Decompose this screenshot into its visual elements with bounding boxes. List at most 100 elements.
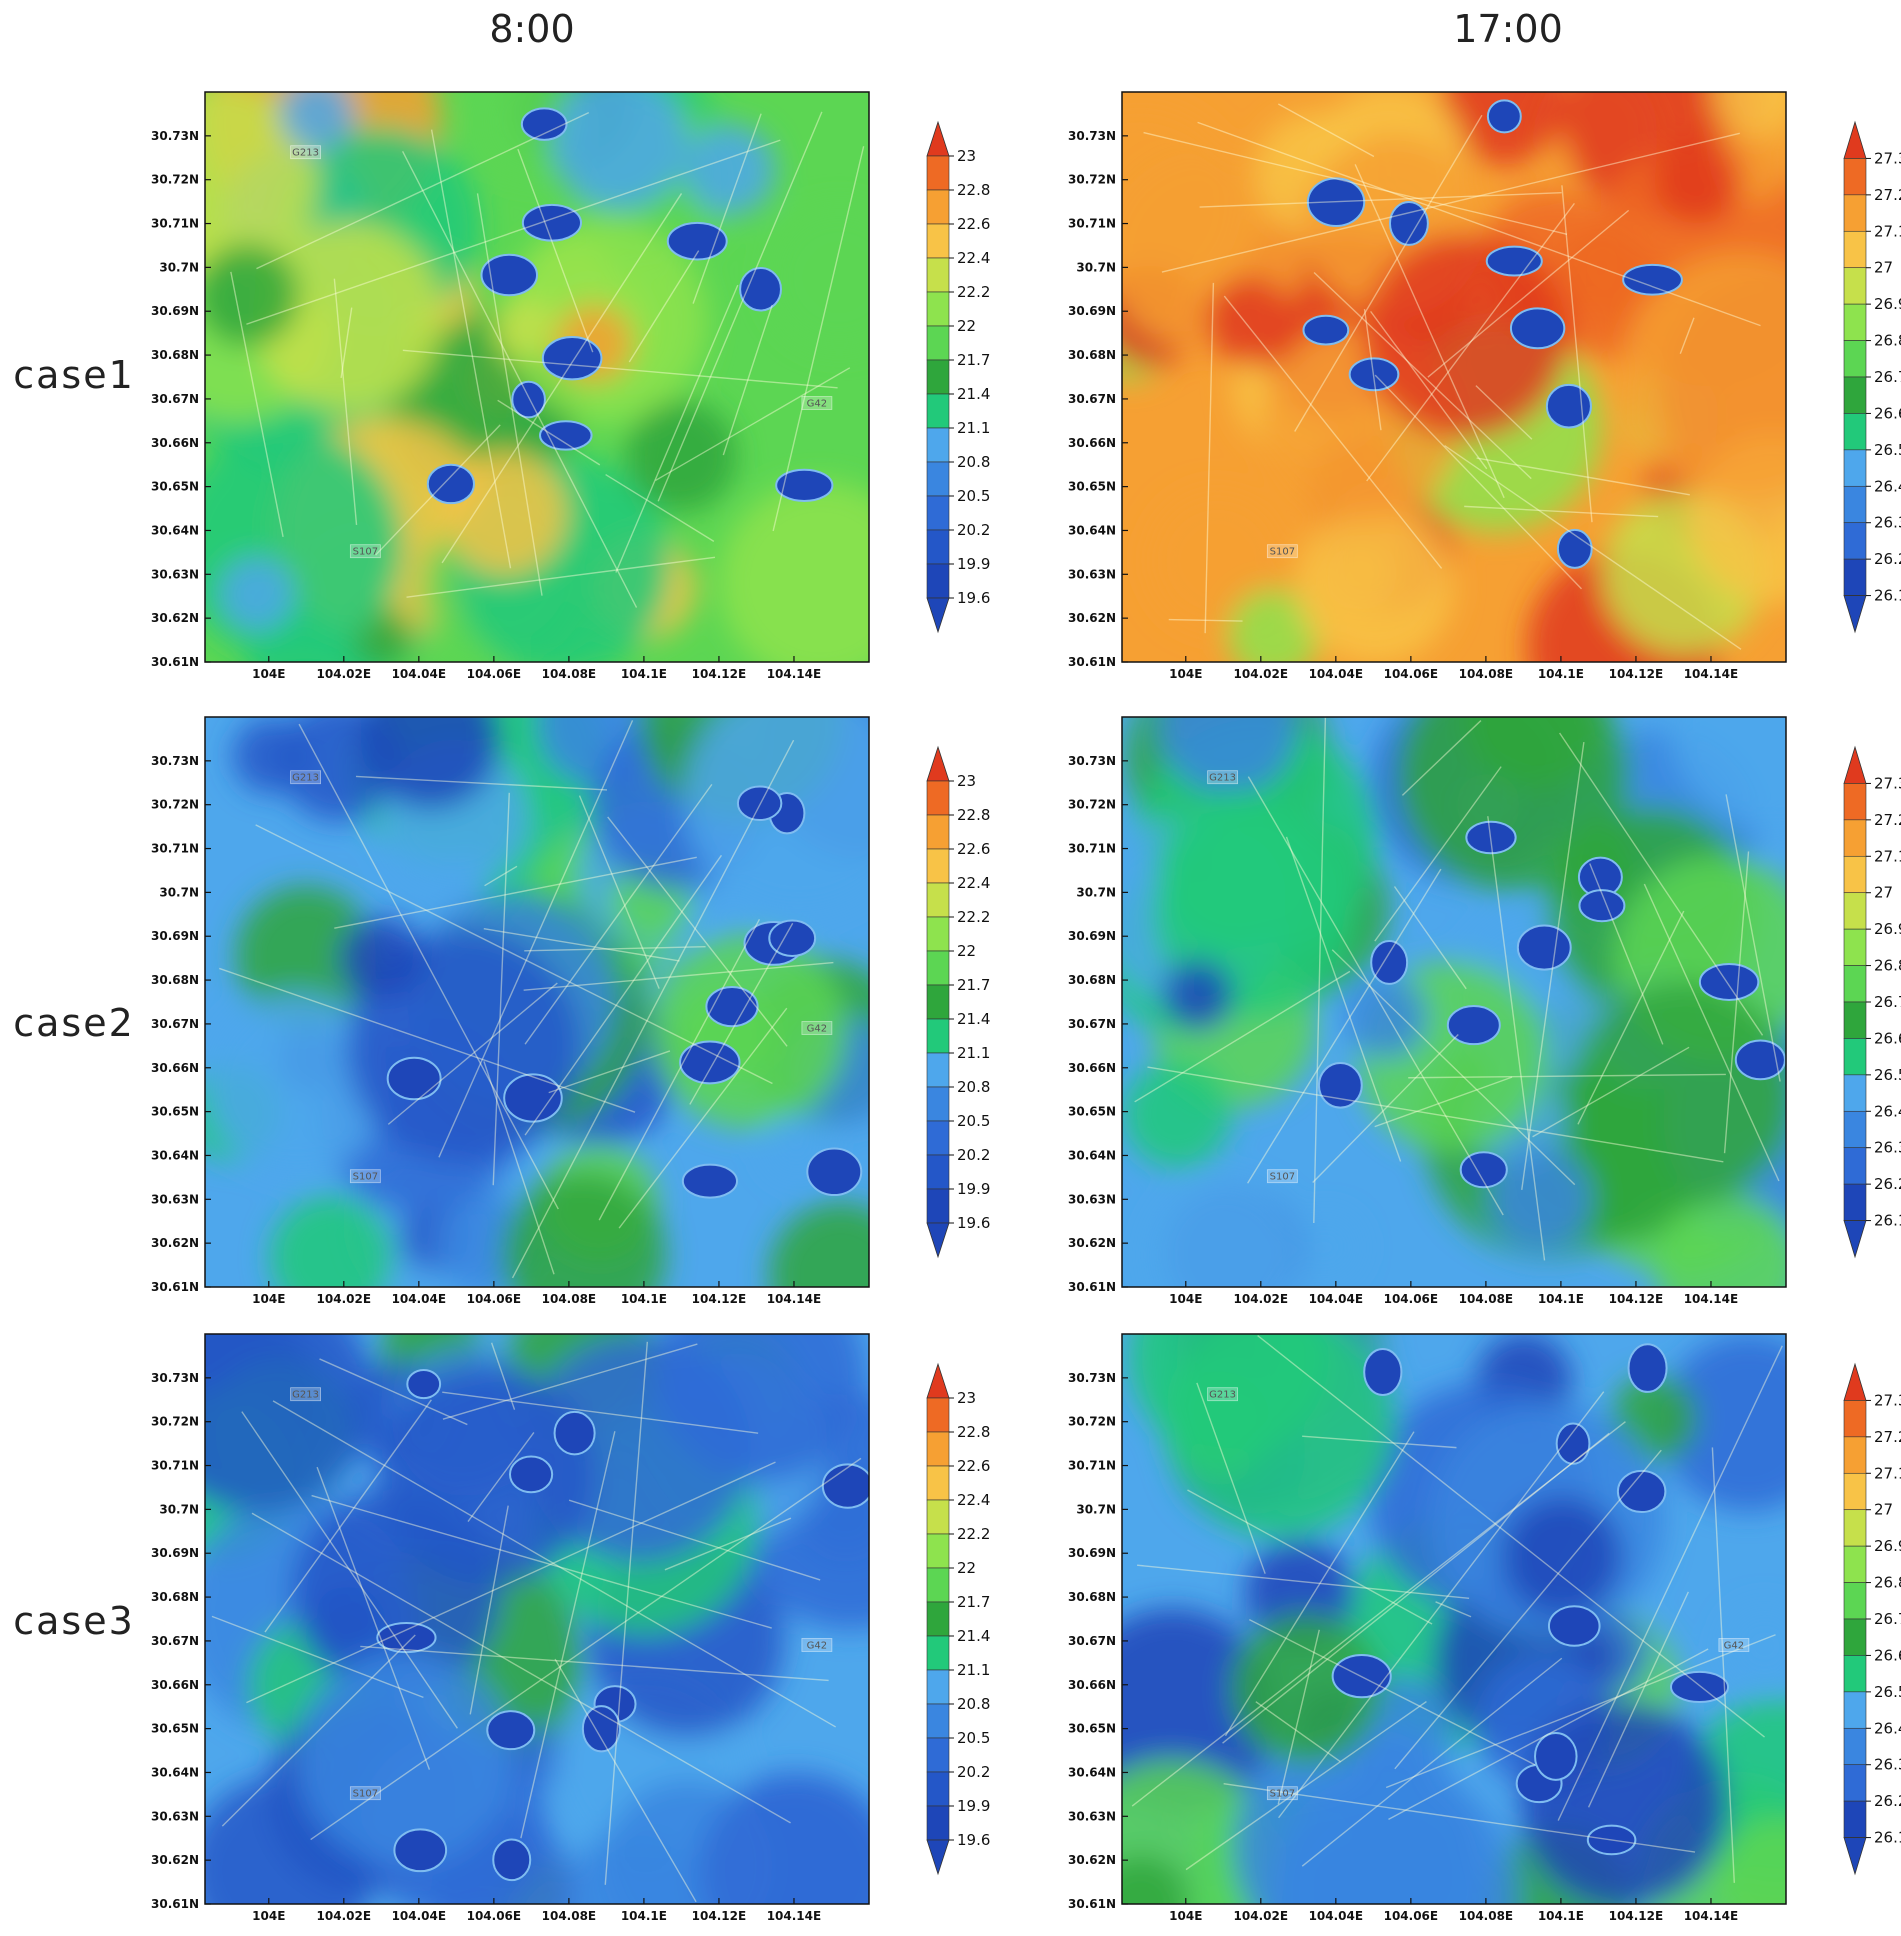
colorbar-label: 22.6 xyxy=(957,215,990,233)
road-line xyxy=(1385,1634,1776,1789)
colorbar-label: 22.4 xyxy=(957,1491,990,1509)
cool-spot xyxy=(1578,889,1626,923)
colorbar: 23 22.8 22.6 22.4 22.2 22 21.7 21.4 21.1 20.8 20.5… xyxy=(926,1362,990,1876)
y-tick-label: 30.66N xyxy=(151,436,199,450)
y-tick-label: 30.62N xyxy=(1068,1236,1116,1250)
colorbar-label: 20.5 xyxy=(957,487,990,505)
x-tick-label: 104E xyxy=(252,667,285,681)
road-line xyxy=(1643,883,1780,1182)
field-blob xyxy=(719,481,869,662)
x-tick-label: 104.08E xyxy=(1459,1292,1514,1306)
road-line xyxy=(1168,618,1243,622)
road-line xyxy=(1161,132,1740,273)
road-line xyxy=(578,795,660,989)
road-line xyxy=(1561,185,1593,523)
y-tick-label: 30.64N xyxy=(151,1148,199,1162)
cool-spot xyxy=(806,1147,863,1197)
colorbar-label: 20.2 xyxy=(957,1763,990,1781)
colorbar-segment xyxy=(926,1533,950,1569)
colorbar-bottom-arrow xyxy=(1843,595,1867,634)
cool-spot xyxy=(736,785,783,822)
road-label: G213 xyxy=(1209,1390,1236,1401)
colorbar-label: 22.4 xyxy=(957,249,990,267)
road-label-box xyxy=(801,396,833,410)
x-tick-label: 104.04E xyxy=(392,1292,447,1306)
road-line xyxy=(221,1634,416,1827)
colorbar-segment xyxy=(926,1465,950,1501)
colorbar-segment xyxy=(1843,449,1867,487)
colorbar-label: 26.8 xyxy=(1874,332,1901,350)
road-line xyxy=(1278,1391,1605,1819)
colorbar-label: 21.7 xyxy=(957,351,990,369)
y-tick-label: 30.63N xyxy=(151,567,199,581)
colorbar-label: 21.4 xyxy=(957,1010,990,1028)
road-line xyxy=(1147,1066,1724,1163)
colorbar-segment xyxy=(1843,1618,1867,1656)
road-line xyxy=(604,1341,649,1885)
road-line xyxy=(334,856,697,929)
field-blob xyxy=(1232,1725,1477,1904)
colorbar-segment xyxy=(1843,1545,1867,1583)
y-tick-label: 30.66N xyxy=(151,1678,199,1692)
y-tick-label: 30.65N xyxy=(151,1105,199,1119)
x-tick-label: 104.12E xyxy=(692,667,747,681)
x-tick-label: 104.14E xyxy=(767,1292,822,1306)
field-blob xyxy=(1719,1818,1786,1904)
road-line xyxy=(246,1461,776,1704)
temperature-field xyxy=(205,92,869,662)
y-tick-label: 30.64N xyxy=(1068,1765,1116,1779)
colorbar-label: 26.6 xyxy=(1874,404,1901,422)
road-line xyxy=(1587,1591,1689,1808)
x-tick-label: 104.1E xyxy=(1538,667,1584,681)
y-tick-label: 30.68N xyxy=(1068,973,1116,987)
road-line xyxy=(272,1400,836,1728)
cool-spot xyxy=(511,380,546,419)
colorbar-label: 20.8 xyxy=(957,1078,990,1096)
x-tick-label: 104.1E xyxy=(621,667,667,681)
road-line xyxy=(1723,851,1750,1154)
cool-spot xyxy=(426,463,475,505)
cool-spot xyxy=(1555,1422,1591,1465)
road-line xyxy=(483,928,680,962)
field-blobs xyxy=(205,717,869,1287)
colorbar-label: 26.9 xyxy=(1874,295,1901,313)
y-tick-label: 30.61N xyxy=(1068,1280,1116,1294)
column-title-8am: 8:00 xyxy=(489,7,574,51)
colorbar-segment xyxy=(1843,1800,1867,1838)
cool-spot xyxy=(1465,820,1517,855)
x-tick-label: 104E xyxy=(1169,1292,1202,1306)
y-tick-label: 30.66N xyxy=(1068,1061,1116,1075)
road-line xyxy=(387,982,558,1125)
panel-case3-1700: G213 S107 G42 30.73N 30.72N 30.71N 30.7N 30.69N… xyxy=(1068,1333,1901,1923)
road-line xyxy=(219,967,636,1113)
x-tick-label: 104.14E xyxy=(1684,1292,1739,1306)
road-label: G213 xyxy=(292,1390,319,1401)
cool-spot xyxy=(1486,99,1522,134)
y-tick-label: 30.73N xyxy=(1068,1371,1116,1385)
field-blobs xyxy=(205,1334,869,1904)
road-label: G42 xyxy=(1724,1641,1744,1652)
field-blob xyxy=(269,1195,393,1287)
x-tick-label: 104.08E xyxy=(542,1909,597,1923)
field-blobs xyxy=(1122,1334,1786,1904)
colorbar-segment xyxy=(1843,230,1867,269)
cool-spot xyxy=(1547,1605,1601,1647)
colorbar: 27.3 27.2 27.1 27 26.9 26.8 26.7 26.6 26.5 26.4 26… xyxy=(1843,120,1901,634)
road-label: G42 xyxy=(807,399,827,410)
road-line xyxy=(1247,776,1504,1216)
colorbar-label: 26.8 xyxy=(1874,1574,1901,1592)
road-line xyxy=(1401,720,1482,796)
panel-case1-800: G213 S107 G42 30.73N 30.72N 30.71N 30.7N 30.69N… xyxy=(151,91,990,681)
colorbar-segment xyxy=(926,882,950,918)
colorbar-label: 20.5 xyxy=(957,1112,990,1130)
road-line xyxy=(438,720,634,1158)
colorbar-label: 20.5 xyxy=(957,1729,990,1747)
colorbar-label: 20.8 xyxy=(957,453,990,471)
colorbar-bottom-arrow xyxy=(1843,1220,1867,1259)
field-blob xyxy=(235,885,377,1027)
road-line xyxy=(1285,836,1402,1162)
x-tick-label: 104.04E xyxy=(1309,1292,1364,1306)
colorbar-segment xyxy=(926,1188,950,1224)
road-label-box xyxy=(290,1387,322,1402)
